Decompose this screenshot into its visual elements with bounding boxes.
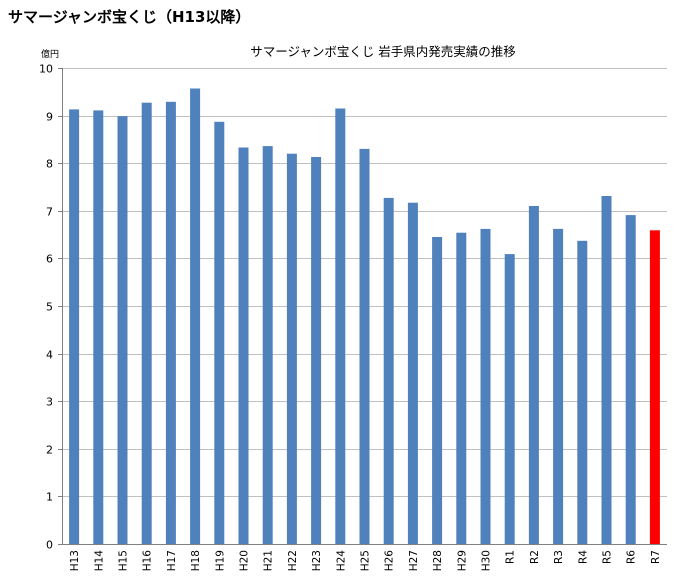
- y-tick-label: 2: [46, 444, 53, 457]
- x-tick-label: H18: [190, 550, 202, 571]
- bar-H21: [262, 146, 273, 544]
- axes: [62, 68, 667, 545]
- page-heading: サマージャンボ宝くじ（H13以降）: [8, 8, 251, 26]
- x-tick-label: H27: [408, 550, 420, 571]
- bar-H29: [456, 232, 467, 544]
- x-tick-label: H29: [456, 550, 468, 571]
- bar-H23: [311, 157, 322, 544]
- bar-R1: [504, 254, 515, 544]
- chart-title: サマージャンボ宝くじ 岩手県内発売実績の推移: [250, 44, 516, 59]
- x-tick-label: R3: [553, 550, 565, 564]
- bar-R5: [601, 196, 612, 544]
- bar-H13: [69, 109, 80, 545]
- y-tick-label: 10: [39, 63, 53, 76]
- x-tick-labels: H13 H14 H15 H16 H17 H18 H19 H20 H21 H22 H23 H24 H25 H…: [69, 550, 662, 572]
- x-tick-label: R1: [505, 550, 517, 564]
- x-tick-label: H16: [142, 550, 154, 572]
- bar-R7: [649, 230, 660, 545]
- bar-H18: [190, 88, 201, 544]
- x-tick-label: H14: [93, 550, 105, 572]
- bar-R6: [625, 215, 636, 544]
- x-tick-label: H19: [214, 550, 226, 571]
- x-tick-label: H25: [360, 550, 372, 571]
- y-tick-label: 8: [46, 158, 53, 171]
- bar-H20: [238, 147, 249, 544]
- x-tick-label: H28: [432, 550, 444, 571]
- bar-H24: [335, 108, 346, 544]
- x-tick-label: H22: [287, 550, 299, 571]
- bar-H16: [141, 102, 152, 544]
- bars: [69, 88, 660, 545]
- x-tick-label: R4: [577, 550, 589, 564]
- bar-H19: [214, 121, 225, 545]
- x-tick-label: R5: [602, 550, 614, 564]
- x-tick-label: H30: [481, 550, 493, 571]
- y-tick-label: 1: [46, 491, 53, 504]
- bar-H30: [480, 228, 491, 544]
- x-tick-label: H15: [118, 550, 130, 571]
- x-tick-label: R6: [626, 550, 638, 564]
- x-tick-label: R7: [650, 550, 662, 564]
- x-tick-label: H17: [166, 550, 178, 571]
- bar-H28: [432, 237, 443, 544]
- x-tick-label: H21: [263, 550, 275, 571]
- x-tick-label: H23: [311, 550, 323, 571]
- x-tick-label: H24: [335, 550, 347, 572]
- bar-H15: [117, 116, 128, 544]
- bar-H26: [383, 197, 394, 544]
- y-tick-label: 5: [46, 301, 53, 314]
- y-tick-label: 4: [46, 349, 53, 362]
- y-tick-labels: 0 1 2 3 4 5 6 7 8 9 10: [39, 63, 53, 552]
- y-tick-label: 0: [46, 539, 53, 552]
- bar-R4: [577, 240, 588, 545]
- bar-H27: [407, 202, 418, 544]
- x-tick-label: H20: [239, 550, 251, 571]
- y-tick-label: 7: [46, 206, 53, 219]
- bar-R2: [528, 206, 539, 544]
- bar-H22: [286, 153, 297, 544]
- bar-H17: [165, 101, 176, 545]
- y-tick-label: 6: [46, 253, 53, 266]
- bar-H14: [93, 110, 104, 545]
- y-tick-label: 3: [46, 396, 53, 409]
- y-tick-label: 9: [46, 111, 53, 124]
- x-tick-label: R2: [529, 550, 541, 564]
- x-tick-label: H13: [69, 550, 81, 571]
- bar-H25: [359, 148, 370, 544]
- x-tick-label: H26: [384, 550, 396, 572]
- y-axis-unit-label: 億円: [41, 48, 59, 60]
- bar-R3: [553, 228, 564, 544]
